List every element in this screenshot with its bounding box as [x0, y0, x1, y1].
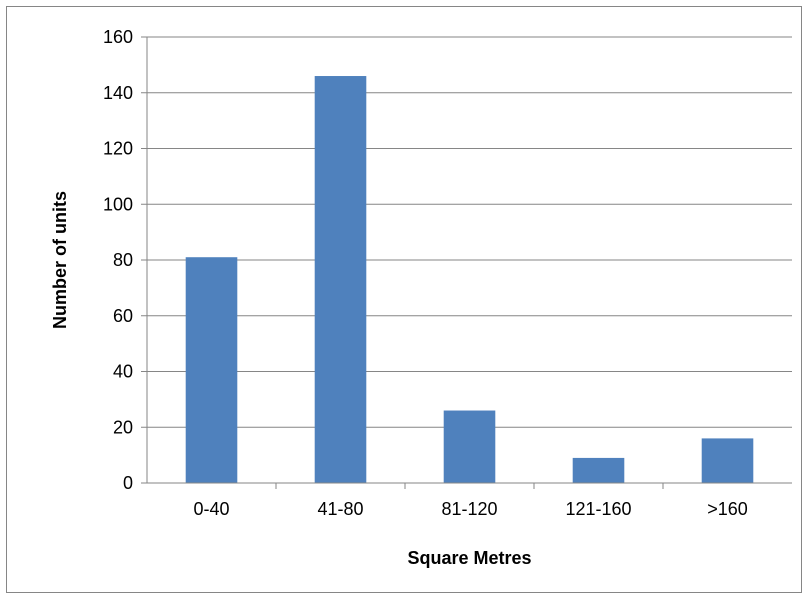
x-tick-label: 41-80: [317, 499, 363, 519]
y-tick-label: 60: [113, 306, 133, 326]
y-tick-label: 20: [113, 417, 133, 437]
bar-121-160: [572, 457, 625, 483]
bar->160: [701, 438, 754, 483]
x-tick-label: 81-120: [441, 499, 497, 519]
y-tick-labels: 0 20 40 60 80 100 120 140 160: [103, 27, 133, 493]
x-tick-labels: 0-40 41-80 81-120 121-160 >160: [193, 499, 747, 519]
gridlines: [147, 36, 792, 428]
x-tick-label: 121-160: [565, 499, 631, 519]
x-axis-title: Square Metres: [407, 548, 531, 568]
y-axis-title: Number of units: [50, 191, 70, 329]
bar-0-40: [185, 257, 238, 483]
x-tick-label: >160: [707, 499, 748, 519]
bar-41-80: [314, 76, 367, 484]
y-tick-label: 80: [113, 250, 133, 270]
bar-81-120: [443, 410, 496, 483]
y-tick-label: 0: [123, 473, 133, 493]
y-tick-label: 120: [103, 139, 133, 159]
bars: [185, 76, 754, 484]
x-tick-label: 0-40: [193, 499, 229, 519]
axes: [141, 36, 792, 489]
y-tick-label: 140: [103, 83, 133, 103]
y-tick-label: 40: [113, 362, 133, 382]
y-tick-label: 160: [103, 27, 133, 47]
y-tick-label: 100: [103, 194, 133, 214]
chart-frame: [6, 6, 802, 593]
